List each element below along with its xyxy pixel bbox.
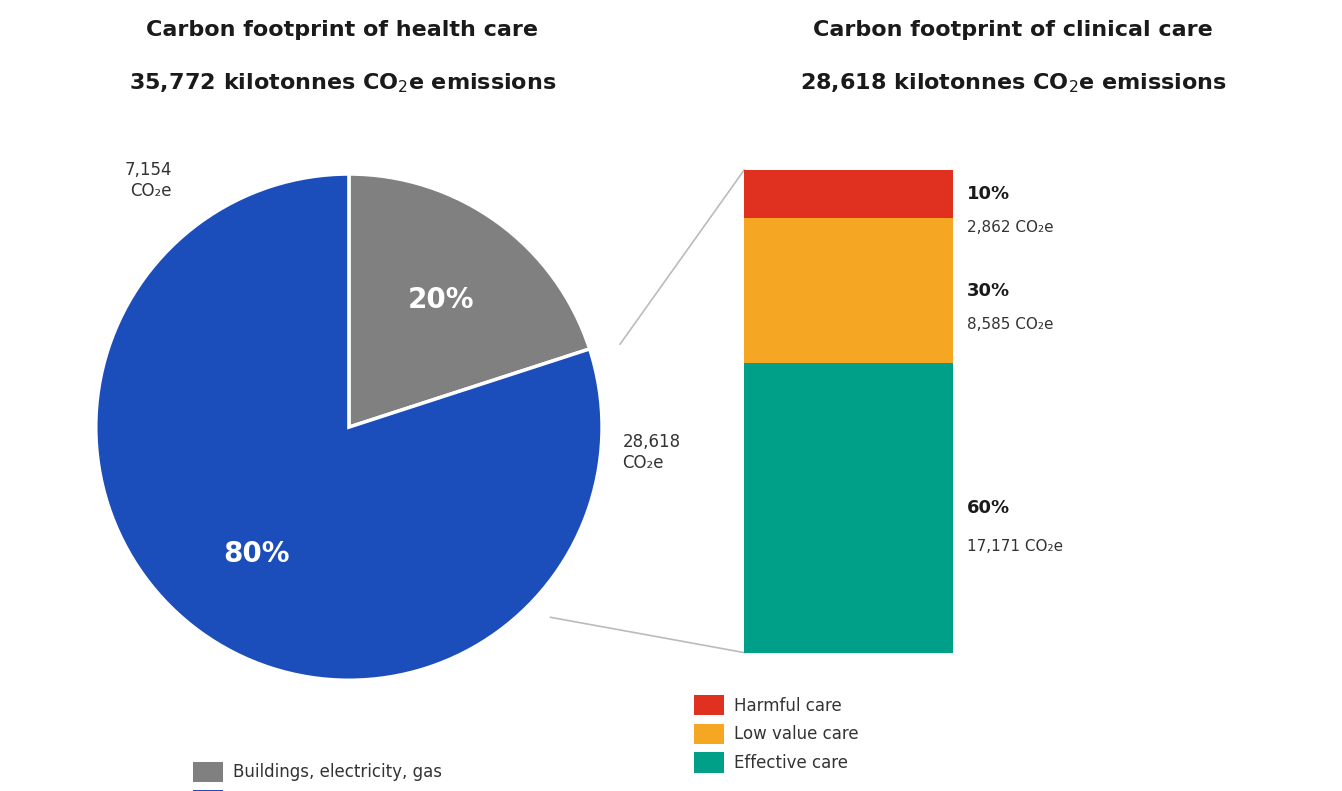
- Text: 10%: 10%: [966, 185, 1009, 203]
- Text: 8,585 CO₂e: 8,585 CO₂e: [966, 317, 1053, 332]
- Text: Carbon footprint of health care: Carbon footprint of health care: [146, 20, 538, 40]
- Text: 35,772 kilotonnes CO$_2$e emissions: 35,772 kilotonnes CO$_2$e emissions: [129, 71, 556, 95]
- Text: 20%: 20%: [408, 286, 475, 314]
- Text: 80%: 80%: [223, 540, 290, 568]
- Text: 60%: 60%: [966, 499, 1009, 517]
- Wedge shape: [349, 174, 589, 427]
- Text: 28,618 kilotonnes CO$_2$e emissions: 28,618 kilotonnes CO$_2$e emissions: [800, 71, 1227, 95]
- Bar: [745, 363, 953, 653]
- Legend: Buildings, electricity, gas, Clinical care: Buildings, electricity, gas, Clinical ca…: [187, 755, 448, 791]
- Bar: [745, 170, 953, 218]
- Text: 30%: 30%: [966, 282, 1009, 300]
- Text: 2,862 CO₂e: 2,862 CO₂e: [966, 221, 1053, 236]
- Text: Carbon footprint of clinical care: Carbon footprint of clinical care: [813, 20, 1213, 40]
- Text: 7,154
CO₂e: 7,154 CO₂e: [125, 161, 172, 200]
- Bar: [745, 218, 953, 363]
- Text: 17,171 CO₂e: 17,171 CO₂e: [966, 539, 1063, 554]
- Text: 28,618
CO₂e: 28,618 CO₂e: [623, 433, 680, 472]
- Legend: Harmful care, Low value care, Effective care: Harmful care, Low value care, Effective …: [687, 688, 866, 779]
- Wedge shape: [95, 174, 603, 680]
